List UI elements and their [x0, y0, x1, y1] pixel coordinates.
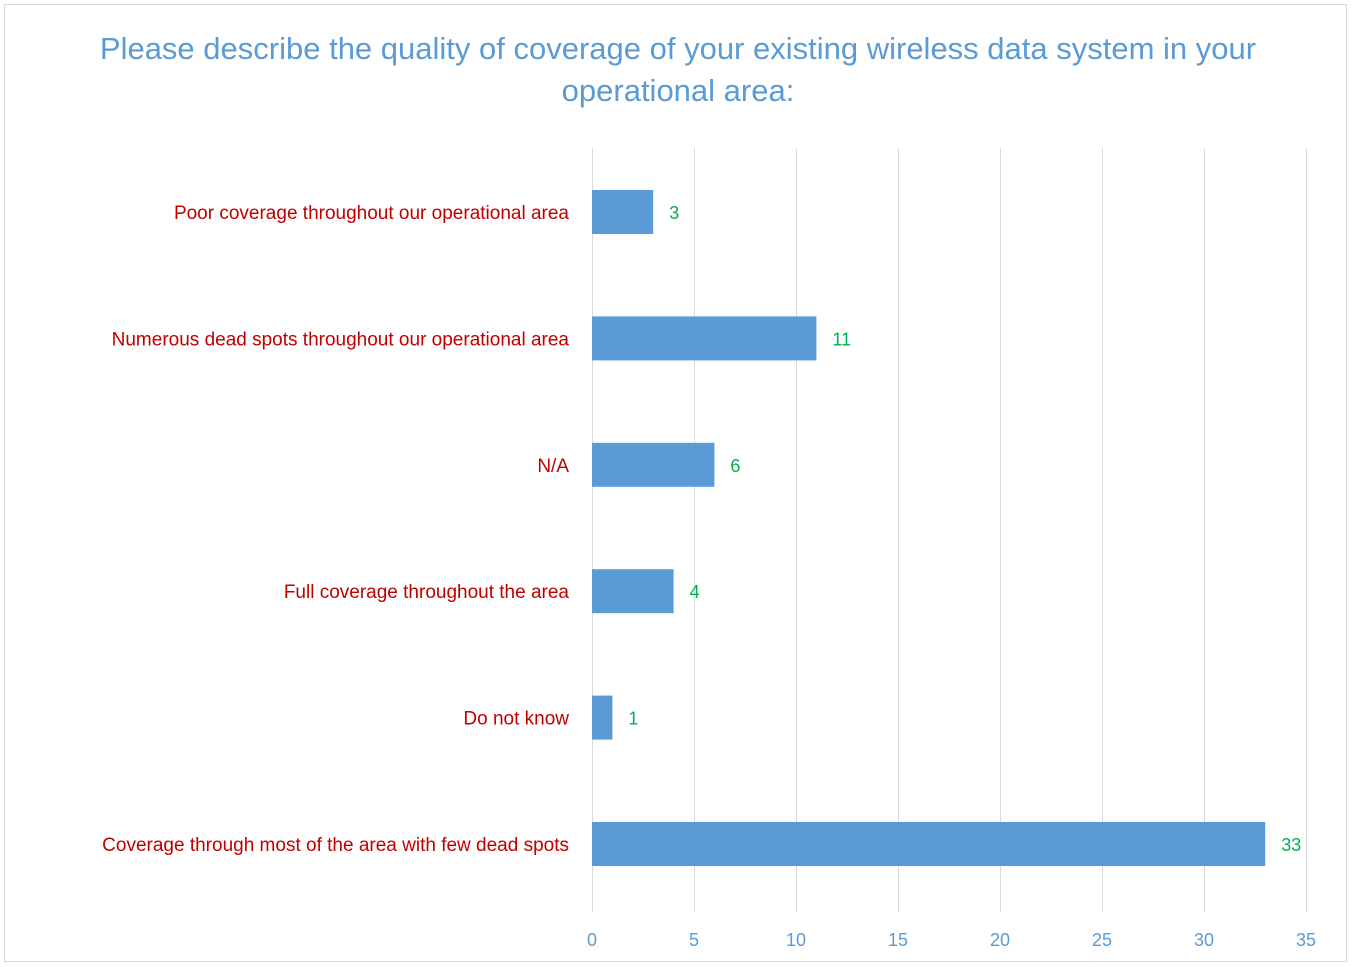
- data-label: 1: [628, 709, 638, 729]
- bar: [592, 190, 654, 234]
- category-label: Numerous dead spots throughout our opera…: [112, 329, 570, 350]
- category-label: Do not know: [463, 709, 569, 730]
- bar: [592, 695, 613, 740]
- data-label: 3: [669, 203, 679, 223]
- data-label: 4: [690, 582, 700, 602]
- chart-title: Please describe the quality of coverage …: [99, 31, 1257, 108]
- x-tick-label: 20: [990, 930, 1010, 950]
- data-label: 11: [832, 329, 851, 349]
- x-tick-label: 30: [1194, 930, 1214, 950]
- category-label: Full coverage throughout the area: [284, 582, 570, 603]
- x-tick-label: 25: [1092, 930, 1112, 950]
- category-label: Poor coverage throughout our operational…: [174, 203, 569, 224]
- bar: [592, 316, 817, 361]
- bar: [592, 569, 674, 614]
- bar: [592, 822, 1266, 866]
- x-tick-label: 15: [888, 930, 908, 950]
- data-label: 6: [730, 456, 740, 476]
- x-tick-label: 35: [1296, 930, 1316, 950]
- data-label: 33: [1281, 835, 1301, 855]
- x-tick-label: 0: [587, 930, 597, 950]
- x-tick-label: 10: [786, 930, 806, 950]
- x-tick-label: 5: [689, 930, 699, 950]
- category-label: N/A: [537, 456, 569, 477]
- category-label: Coverage through most of the area with f…: [102, 835, 569, 856]
- bar: [592, 442, 715, 487]
